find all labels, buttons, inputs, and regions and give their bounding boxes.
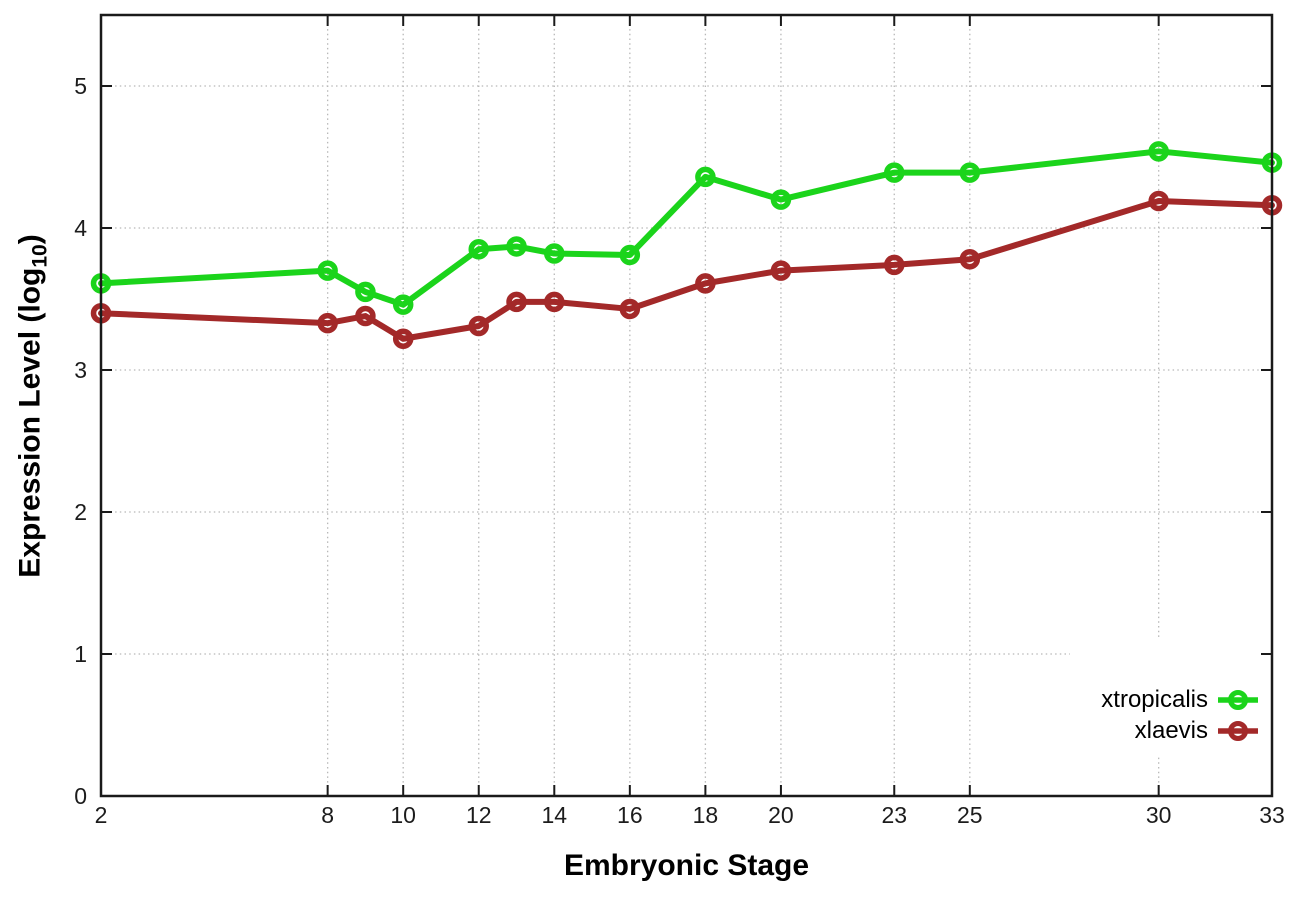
data-point-xlaevis bbox=[695, 273, 716, 294]
data-point-xtropicalis bbox=[1148, 141, 1169, 162]
x-tick-label: 10 bbox=[390, 802, 416, 828]
plot-border bbox=[99, 13, 1274, 798]
data-point-xtropicalis bbox=[506, 236, 527, 257]
legend-label: xlaevis bbox=[1134, 717, 1208, 744]
y-tick-label: 2 bbox=[74, 499, 87, 525]
data-point-xlaevis bbox=[355, 305, 376, 327]
x-tick-label: 30 bbox=[1145, 802, 1172, 828]
data-point-xlaevis bbox=[317, 312, 338, 334]
legend: xtropicalis xlaevis bbox=[1070, 684, 1282, 746]
data-point-xlaevis bbox=[392, 328, 414, 350]
y-axis-title-text: Expression Level (log bbox=[13, 267, 47, 578]
data-point-xlaevis bbox=[1148, 190, 1169, 212]
data-point-xtropicalis bbox=[355, 281, 376, 303]
x-tick-label: 8 bbox=[321, 802, 335, 828]
data-point-xlaevis bbox=[770, 260, 792, 281]
data-point-xtropicalis bbox=[770, 189, 792, 210]
y-axis-title-subscript: 10 bbox=[28, 243, 52, 268]
y-tick-label: 1 bbox=[74, 641, 87, 667]
x-axis-title: Embryonic Stage bbox=[563, 849, 810, 882]
x-tick-label: 16 bbox=[617, 802, 643, 828]
x-tick-label: 14 bbox=[541, 802, 568, 828]
x-tick-label: 33 bbox=[1259, 802, 1285, 828]
y-tick-label: 0 bbox=[74, 783, 87, 809]
legend-marker-icon bbox=[1218, 689, 1258, 710]
y-tick-label: 3 bbox=[74, 357, 87, 383]
x-tick-label: 25 bbox=[957, 802, 983, 828]
x-tick-label: 23 bbox=[881, 802, 908, 828]
y-tick-label: 5 bbox=[74, 73, 87, 99]
x-tick-label: 18 bbox=[692, 802, 719, 828]
y-axis-title: Expression Level (log10) bbox=[14, 234, 53, 577]
legend-item: xtropicalis bbox=[1070, 684, 1282, 715]
data-point-xtropicalis bbox=[695, 166, 716, 188]
y-tick-label: 4 bbox=[74, 215, 87, 241]
data-point-xtropicalis bbox=[884, 162, 905, 183]
data-point-xtropicalis bbox=[959, 162, 981, 183]
x-tick-label: 12 bbox=[465, 802, 492, 828]
legend-marker-icon bbox=[1218, 720, 1258, 741]
data-point-xlaevis bbox=[544, 291, 565, 313]
series-line-xlaevis bbox=[98, 198, 1275, 342]
data-point-xlaevis bbox=[619, 298, 641, 320]
data-point-xtropicalis bbox=[392, 294, 414, 315]
legend-item: xlaevis bbox=[1070, 715, 1282, 746]
data-point-xlaevis bbox=[884, 254, 905, 276]
series-line-xtropicalis bbox=[98, 148, 1275, 308]
x-tick-label: 2 bbox=[94, 802, 108, 828]
y-axis-title-close: ) bbox=[13, 233, 47, 244]
data-point-xtropicalis bbox=[317, 260, 338, 281]
data-point-xtropicalis bbox=[544, 243, 565, 264]
data-point-xlaevis bbox=[959, 248, 981, 270]
x-tick-label: 20 bbox=[768, 802, 794, 828]
data-point-xtropicalis bbox=[619, 244, 641, 266]
legend-label: xtropicalis bbox=[1101, 686, 1208, 713]
data-point-xlaevis bbox=[468, 315, 489, 337]
data-point-xlaevis bbox=[506, 291, 527, 313]
data-point-xtropicalis bbox=[468, 239, 489, 260]
